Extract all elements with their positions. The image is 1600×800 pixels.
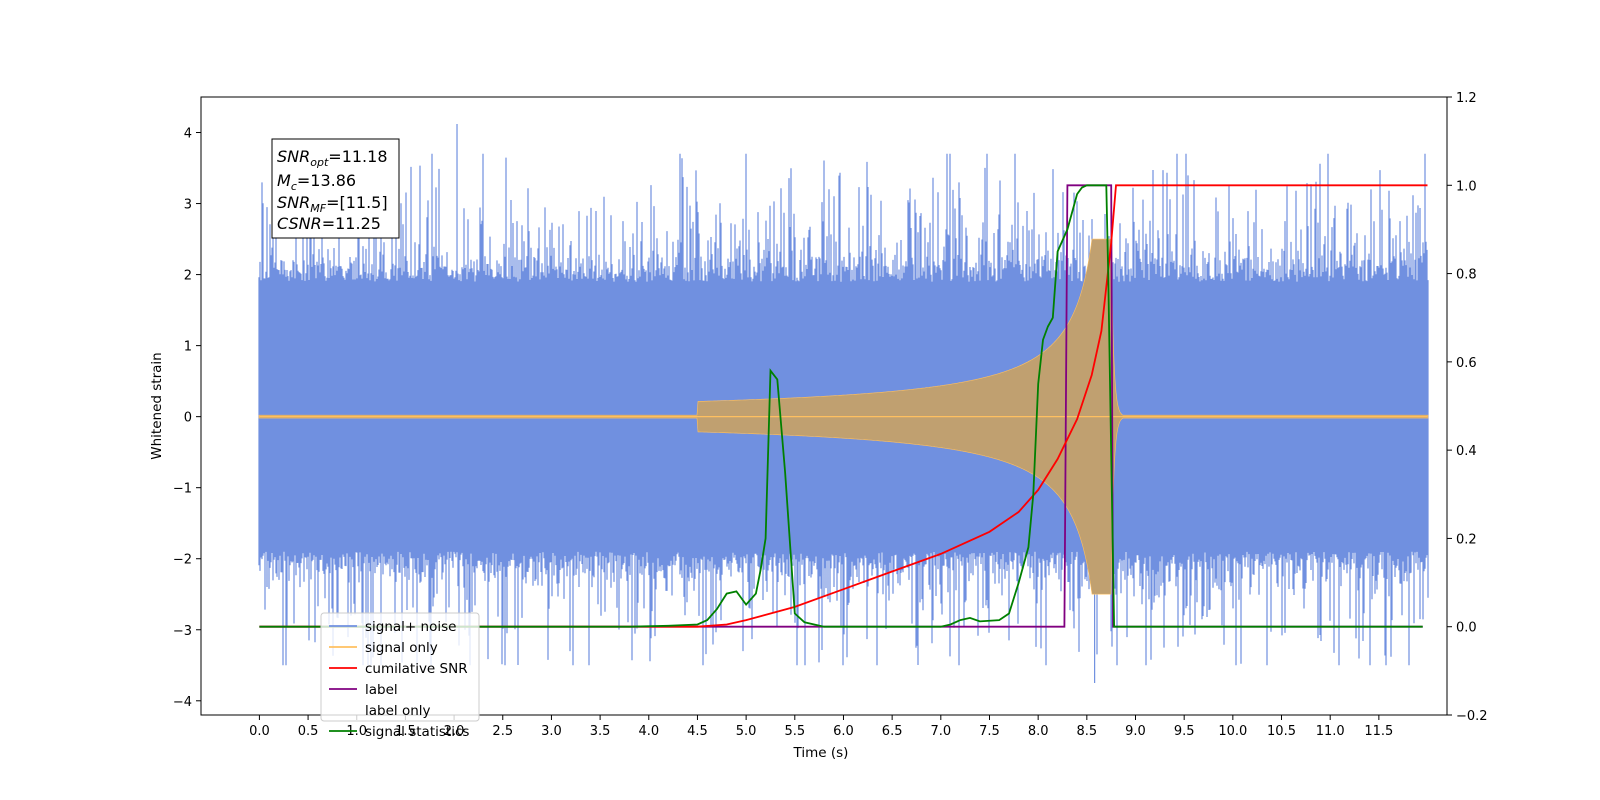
- y-left-tick-label: −3: [173, 624, 192, 639]
- x-tick-label: 8.5: [1076, 724, 1097, 739]
- y-right-tick-label: 0.2: [1456, 532, 1477, 547]
- y-left-tick-label: 4: [184, 127, 192, 142]
- y-left-tick-label: 2: [184, 269, 192, 284]
- x-tick-label: 1.5: [395, 724, 416, 739]
- y-right-tick-label: −0.2: [1456, 709, 1488, 724]
- series-cumilative-snr: [259, 184, 1428, 628]
- x-tick-label: 2.0: [444, 724, 465, 739]
- x-tick-label: 6.5: [882, 724, 903, 739]
- y-left-tick-label: −2: [173, 553, 192, 568]
- y-right-tick-label: 0.8: [1456, 268, 1477, 283]
- x-tick-label: 8.0: [1028, 724, 1049, 739]
- x-tick-label: 9.5: [1174, 724, 1195, 739]
- y-right-tick-label: 1.2: [1456, 91, 1477, 106]
- x-tick-label: 10.5: [1267, 724, 1296, 739]
- series-signal-only: [258, 238, 1429, 595]
- x-tick-label: 3.0: [541, 724, 562, 739]
- snr-opt-sub: opt: [310, 156, 329, 169]
- y-right-tick-label: 1.0: [1456, 179, 1477, 194]
- snr-mf-sub: MF: [310, 202, 326, 215]
- snr-opt-name: SNR: [277, 147, 310, 166]
- x-tick-label: 0.0: [249, 724, 270, 739]
- snr-mf-value: =[11.5]: [326, 193, 388, 212]
- legend-label: label: [365, 682, 398, 698]
- x-tick-label: 4.0: [638, 724, 659, 739]
- legend-label: signal+ noise: [365, 619, 456, 635]
- x-tick-label: 7.5: [979, 724, 1000, 739]
- y-right-tick-label: 0.6: [1456, 356, 1477, 371]
- csnr-name: CSNR: [277, 214, 322, 233]
- legend-label: cumilative SNR: [365, 661, 468, 677]
- svg-text:SNRopt=11.18: SNRopt=11.18: [277, 147, 388, 169]
- snr-opt-value: =11.18: [328, 147, 387, 166]
- x-tick-label: 7.0: [930, 724, 951, 739]
- y-axis-left: 4 3 2 1 0 −1 −2 −3 −4: [173, 127, 201, 710]
- x-axis: 0.0 0.5 1.0 1.5 2.0 2.5 3.0 3.5 4.0 4.5 5.0 5.5 6.0 6…: [249, 715, 1393, 739]
- svg-text:CSNR=11.25: CSNR=11.25: [277, 214, 381, 233]
- x-tick-label: 6.0: [833, 724, 854, 739]
- svg-text:Mc=13.86: Mc=13.86: [277, 171, 356, 193]
- x-tick-label: 5.0: [736, 724, 757, 739]
- x-tick-label: 2.5: [492, 724, 513, 739]
- x-tick-label: 4.5: [687, 724, 708, 739]
- annotation-box: SNRopt=11.18 Mc=13.86 SNRMF=[11.5] CSNR=…: [271, 138, 400, 239]
- mc-name: M: [277, 171, 291, 190]
- legend: signal+ noise signal only cumilative SNR la…: [320, 612, 480, 740]
- y-right-tick-label: 0.4: [1456, 444, 1477, 459]
- legend-label: label only: [365, 703, 431, 719]
- x-tick-label: 11.5: [1364, 724, 1393, 739]
- svg-text:SNRMF=[11.5]: SNRMF=[11.5]: [277, 193, 388, 215]
- legend-label: signal statistics: [365, 724, 469, 740]
- plot-area: [258, 123, 1429, 684]
- x-tick-label: 10.0: [1218, 724, 1247, 739]
- legend-label: signal only: [365, 640, 438, 656]
- x-tick-label: 0.5: [298, 724, 319, 739]
- csnr-value: =11.25: [322, 214, 381, 233]
- axes-frame: [200, 96, 1448, 716]
- y-left-tick-label: 0: [184, 411, 192, 426]
- series-signal-statistics: [259, 184, 1423, 628]
- x-tick-label: 3.5: [590, 724, 611, 739]
- x-axis-label: Time (s): [793, 745, 849, 761]
- x-tick-label: 5.5: [784, 724, 805, 739]
- y-left-tick-label: −1: [173, 482, 192, 497]
- right-axis-series: [259, 184, 1428, 628]
- legend-box: [320, 612, 480, 722]
- mc-value: =13.86: [297, 171, 356, 190]
- snr-mf-name: SNR: [277, 193, 310, 212]
- y-left-tick-label: −4: [173, 695, 192, 710]
- mc-sub: c: [291, 180, 297, 193]
- x-tick-label: 11.0: [1316, 724, 1345, 739]
- y-left-tick-label: 1: [184, 340, 192, 355]
- y-left-tick-label: 3: [184, 198, 192, 213]
- x-tick-label: 9.0: [1125, 724, 1146, 739]
- y-axis-right: 1.2 1.0 0.8 0.6 0.4 0.2 0.0 −0.2: [1447, 91, 1488, 724]
- y-axis-label-left: Whitened strain: [149, 352, 165, 459]
- y-right-tick-label: 0.0: [1456, 621, 1477, 636]
